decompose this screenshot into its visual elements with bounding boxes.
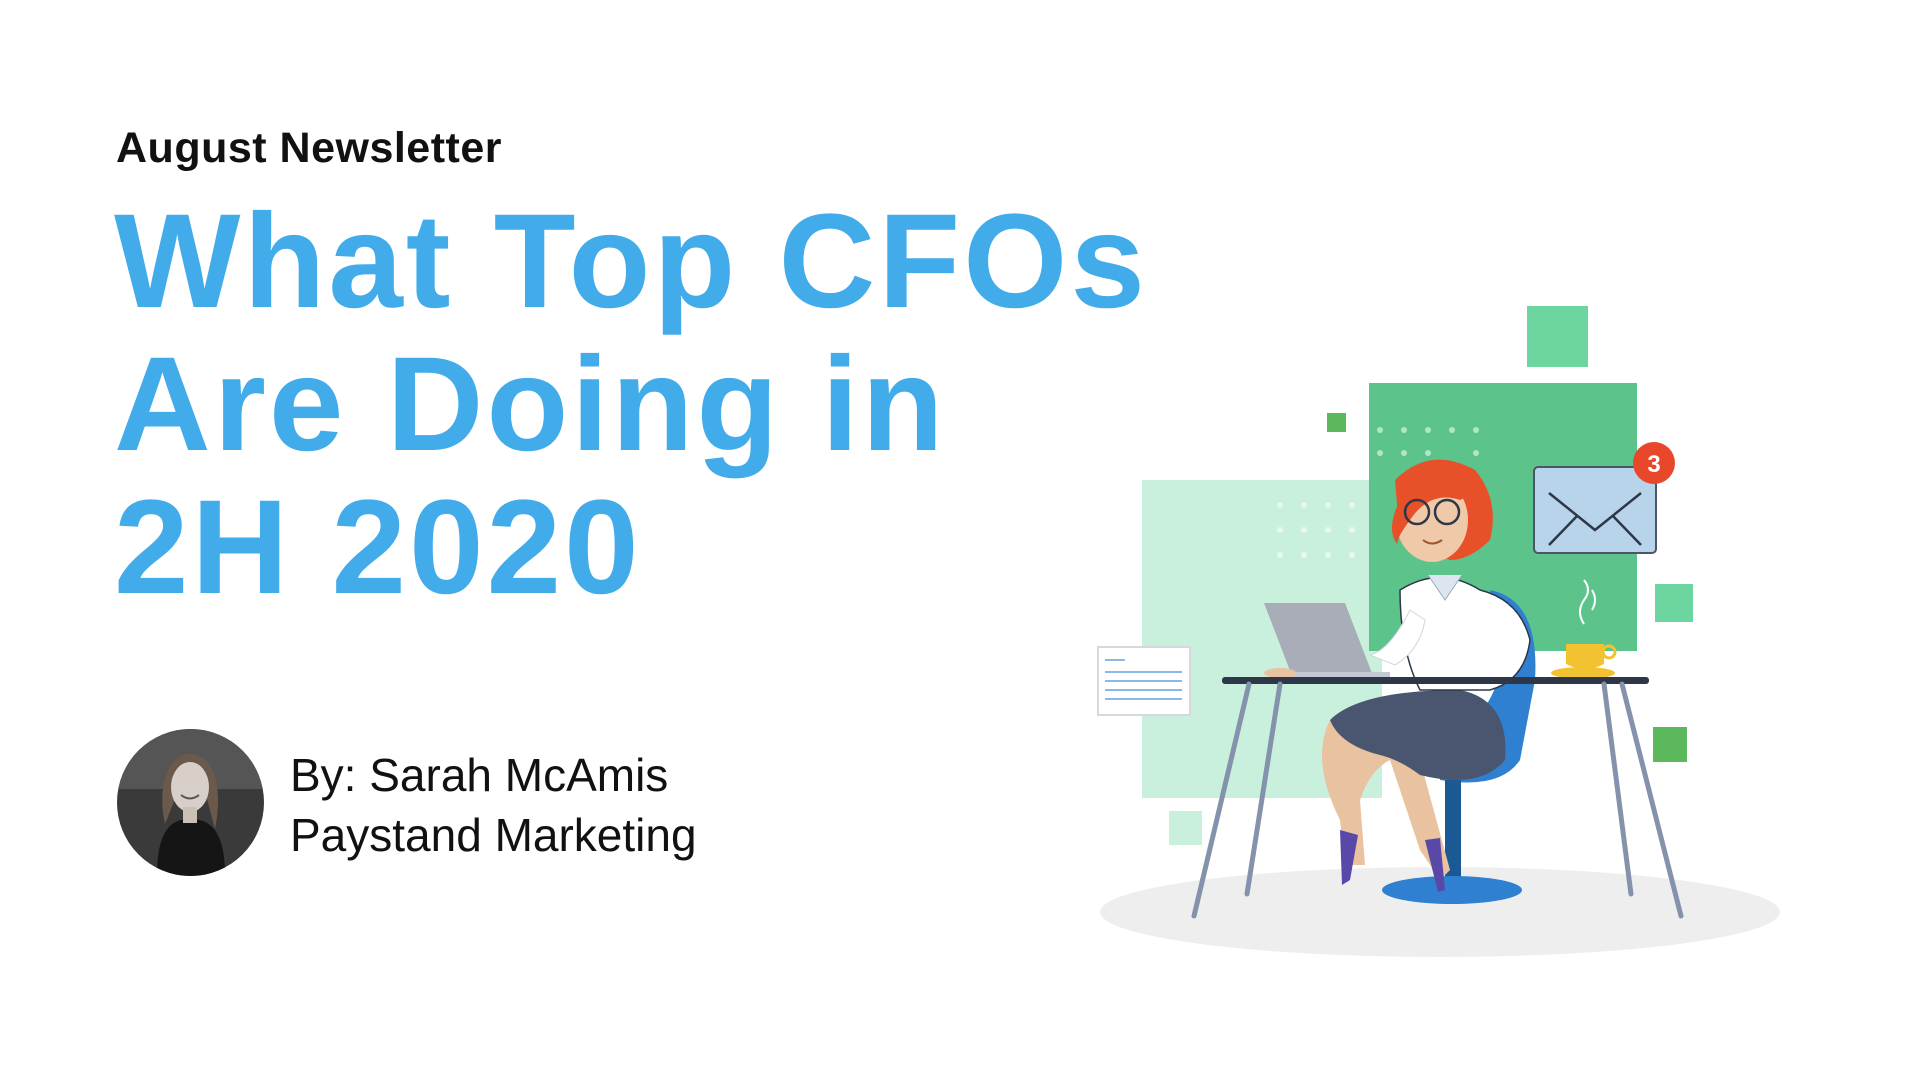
collar bbox=[1427, 574, 1463, 601]
shoes bbox=[1340, 830, 1445, 892]
glasses bbox=[1403, 498, 1431, 526]
desk-legs bbox=[1191, 681, 1684, 919]
deco-square bbox=[1653, 727, 1687, 762]
coffee-cup-icon bbox=[1551, 644, 1617, 679]
author-organization: Paystand Marketing bbox=[290, 809, 697, 861]
author-avatar bbox=[117, 729, 264, 876]
notification-badge: 3 bbox=[1633, 442, 1675, 484]
steam bbox=[1579, 579, 1596, 625]
notification-count: 3 bbox=[1647, 451, 1660, 478]
dot-pattern bbox=[1277, 427, 1479, 558]
desk-top bbox=[1222, 677, 1649, 684]
title-line: What Top CFOs bbox=[114, 187, 1148, 336]
document-icon bbox=[1097, 646, 1191, 716]
title-line: 2H 2020 bbox=[114, 473, 642, 622]
hand bbox=[1264, 668, 1296, 678]
deco-square bbox=[1527, 306, 1588, 367]
laptop bbox=[1264, 603, 1373, 676]
deco-square bbox=[1169, 811, 1202, 845]
author-byline: By: Sarah McAmis Paystand Marketing bbox=[290, 745, 697, 865]
chair-stem bbox=[1445, 780, 1461, 880]
page-title: What Top CFOs Are Doing in 2H 2020 bbox=[114, 190, 1148, 619]
newsletter-label: August Newsletter bbox=[116, 124, 503, 172]
skirt bbox=[1330, 690, 1506, 780]
deco-square bbox=[1327, 413, 1346, 432]
hair-front bbox=[1391, 468, 1474, 545]
envelope-icon bbox=[1533, 466, 1657, 554]
chair-base bbox=[1382, 876, 1522, 904]
title-line: Are Doing in bbox=[114, 330, 947, 479]
floor-shadow bbox=[1100, 867, 1780, 957]
author-name: By: Sarah McAmis bbox=[290, 749, 669, 801]
deco-square bbox=[1655, 584, 1693, 622]
arm bbox=[1368, 609, 1426, 666]
